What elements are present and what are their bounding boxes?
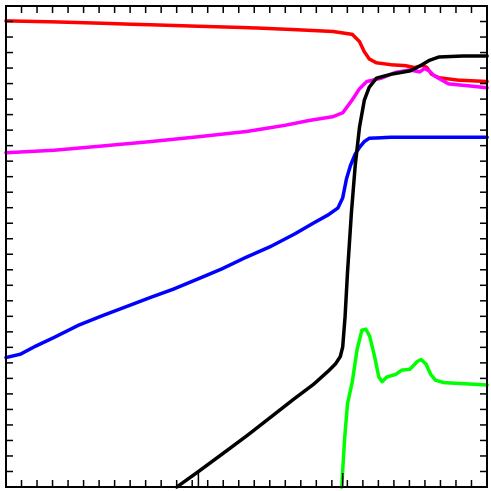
series-line-3 — [4, 135, 489, 360]
series-line-2 — [4, 66, 489, 155]
series-line-4 — [175, 54, 489, 489]
tick-layer — [6, 6, 487, 487]
plot-frame — [5, 5, 488, 488]
series-line-5 — [339, 327, 489, 489]
series-layer — [4, 19, 489, 489]
